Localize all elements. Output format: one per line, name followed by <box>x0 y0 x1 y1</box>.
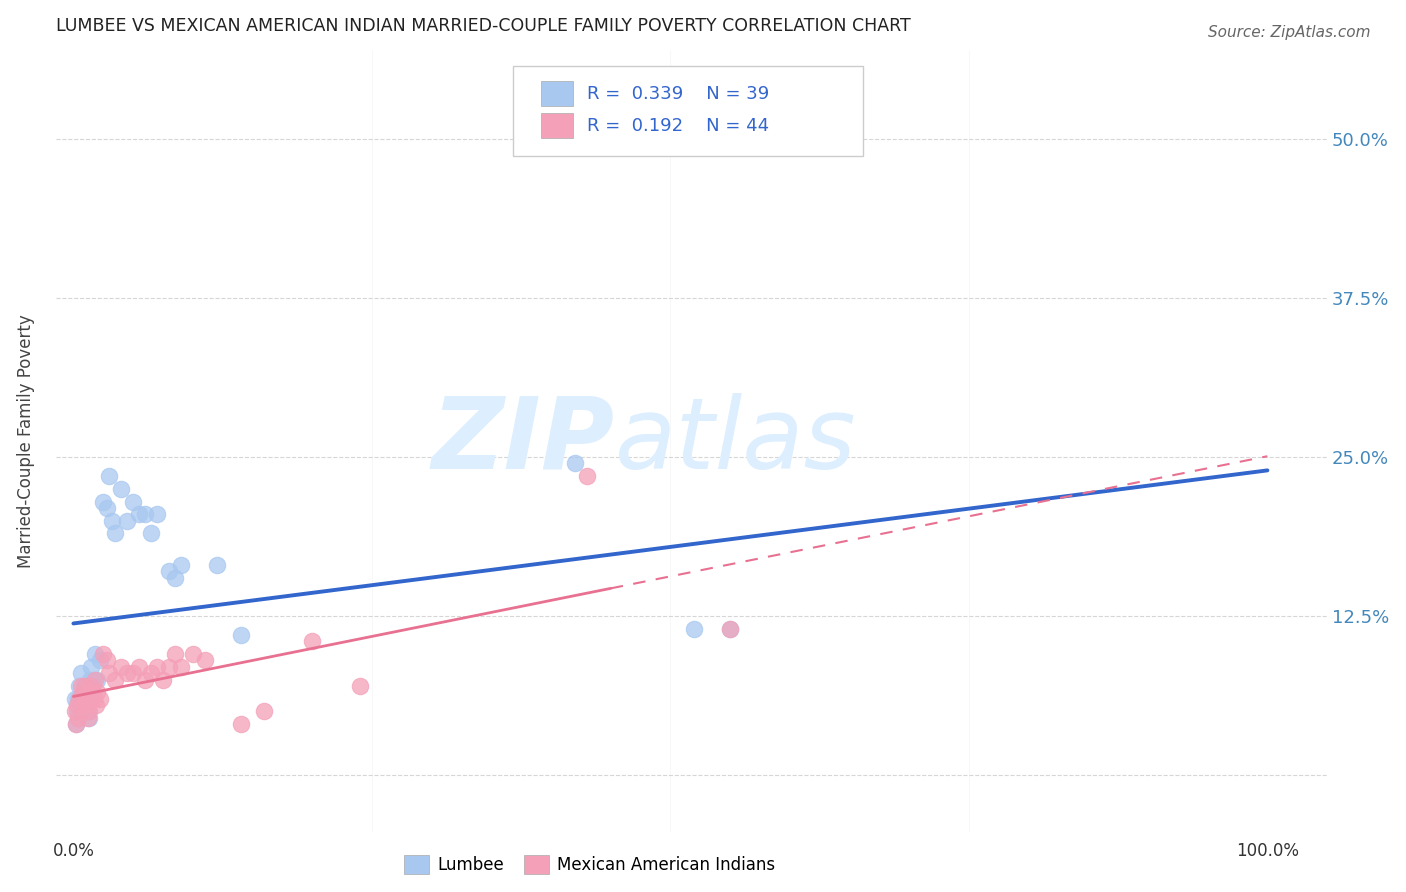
Point <box>76 711 98 725</box>
Point <box>163 571 186 585</box>
Point <box>67 691 90 706</box>
Point <box>65 717 87 731</box>
Point <box>72 685 94 699</box>
Point <box>67 711 90 725</box>
Point <box>134 673 156 687</box>
Point <box>70 698 93 712</box>
Point <box>75 679 97 693</box>
Point <box>79 691 101 706</box>
Point <box>253 704 276 718</box>
Point <box>128 508 150 522</box>
Point <box>75 698 97 712</box>
Point <box>194 653 217 667</box>
Point <box>84 698 107 712</box>
Point <box>718 622 741 636</box>
Point <box>115 666 138 681</box>
Point <box>170 558 193 573</box>
Point <box>146 660 169 674</box>
Point <box>80 660 103 674</box>
Point <box>122 494 145 508</box>
Point <box>157 660 180 674</box>
Text: R =  0.192    N = 44: R = 0.192 N = 44 <box>588 117 769 135</box>
Point <box>77 704 100 718</box>
Point <box>96 500 118 515</box>
Point <box>76 698 98 712</box>
Point <box>69 679 91 693</box>
Point <box>564 456 586 470</box>
Point <box>86 685 108 699</box>
Point <box>96 653 118 667</box>
Point <box>139 666 162 681</box>
Point <box>91 647 114 661</box>
Point <box>67 691 90 706</box>
Point <box>134 508 156 522</box>
Point <box>170 660 193 674</box>
Point <box>91 494 114 508</box>
Point <box>77 711 100 725</box>
Legend: Lumbee, Mexican American Indians: Lumbee, Mexican American Indians <box>395 847 783 882</box>
Point <box>349 679 371 693</box>
Point <box>128 660 150 674</box>
Point <box>82 685 104 699</box>
Point <box>83 673 105 687</box>
Point <box>86 673 108 687</box>
Point <box>89 653 111 667</box>
Point <box>104 526 127 541</box>
Point <box>76 691 98 706</box>
Text: R =  0.339    N = 39: R = 0.339 N = 39 <box>588 85 769 103</box>
Point <box>73 691 96 706</box>
Point <box>79 673 101 687</box>
Point <box>80 679 103 693</box>
Point <box>229 717 252 731</box>
Point <box>83 691 105 706</box>
Point <box>110 482 132 496</box>
Point <box>163 647 186 661</box>
Point <box>89 691 111 706</box>
Point <box>181 647 204 661</box>
Point <box>70 704 93 718</box>
Point <box>67 679 90 693</box>
Point <box>115 514 138 528</box>
Point <box>76 704 98 718</box>
Point <box>83 647 105 661</box>
Point <box>63 704 86 718</box>
FancyBboxPatch shape <box>541 113 574 138</box>
Point <box>82 673 104 687</box>
Point <box>66 704 89 718</box>
Point <box>63 691 86 706</box>
Point <box>152 673 174 687</box>
FancyBboxPatch shape <box>513 66 863 156</box>
Point <box>104 673 127 687</box>
Point <box>157 565 180 579</box>
Text: atlas: atlas <box>614 392 856 490</box>
Point <box>98 666 121 681</box>
Point <box>66 698 89 712</box>
Y-axis label: Married-Couple Family Poverty: Married-Couple Family Poverty <box>17 314 35 568</box>
Point <box>122 666 145 681</box>
Point <box>110 660 132 674</box>
Point <box>100 514 122 528</box>
Point <box>146 508 169 522</box>
Point <box>718 622 741 636</box>
Point <box>72 685 94 699</box>
Point <box>229 628 252 642</box>
FancyBboxPatch shape <box>541 81 574 106</box>
Point <box>205 558 228 573</box>
Point <box>575 469 598 483</box>
Point <box>65 717 87 731</box>
Point <box>73 679 96 693</box>
Text: ZIP: ZIP <box>432 392 614 490</box>
Point <box>683 622 706 636</box>
Point <box>301 634 323 648</box>
Text: LUMBEE VS MEXICAN AMERICAN INDIAN MARRIED-COUPLE FAMILY POVERTY CORRELATION CHAR: LUMBEE VS MEXICAN AMERICAN INDIAN MARRIE… <box>55 17 910 35</box>
Point <box>98 469 121 483</box>
Point <box>139 526 162 541</box>
Point <box>69 666 91 681</box>
Text: Source: ZipAtlas.com: Source: ZipAtlas.com <box>1208 25 1371 40</box>
